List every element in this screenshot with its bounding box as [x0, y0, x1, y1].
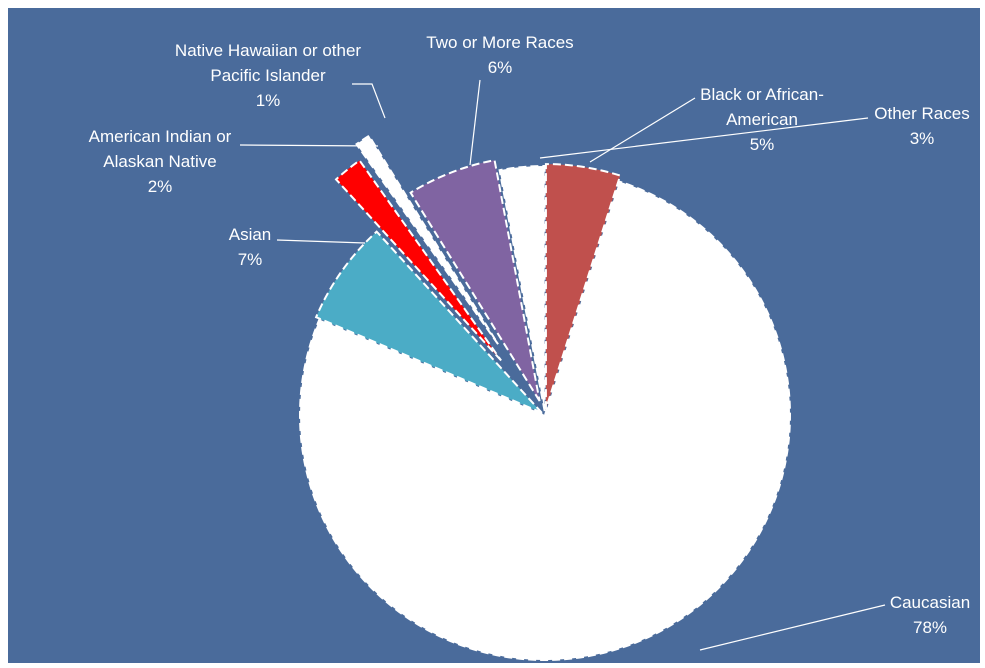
data-label: Caucasian 78% [870, 590, 985, 640]
pie-slice [334, 159, 502, 362]
pie-slice [498, 165, 546, 412]
leader-line [589, 97, 696, 163]
category-label: American Indian or Alaskan Native [88, 127, 232, 171]
category-label: Two or More Races [426, 33, 574, 52]
leader-line [239, 144, 379, 147]
data-label: Other Races 3% [852, 101, 985, 151]
value-label: 1% [255, 91, 281, 110]
category-label: Native Hawaiian or other Pacific Islande… [174, 41, 362, 85]
pie-slice [299, 180, 791, 661]
leader-line [539, 117, 869, 159]
category-label: Asian [228, 225, 272, 244]
pie-slice [544, 163, 622, 410]
leader-line [699, 604, 886, 651]
data-label: Two or More Races 6% [400, 30, 600, 80]
value-label: 3% [909, 129, 935, 148]
pie [299, 134, 791, 661]
value-label: 5% [749, 135, 775, 154]
value-label: 7% [237, 250, 263, 269]
pie-slice [355, 134, 499, 345]
category-label: Black or African-American [700, 85, 824, 129]
value-label: 78% [912, 618, 948, 637]
value-label: 6% [487, 58, 513, 77]
leader-line [469, 79, 481, 166]
data-label: Asian 7% [190, 222, 310, 272]
leader-line [352, 83, 386, 119]
category-label: Other Races [874, 104, 970, 123]
leader-line [276, 239, 366, 244]
data-label: American Indian or Alaskan Native 2% [65, 124, 255, 199]
data-label: Native Hawaiian or other Pacific Islande… [168, 38, 368, 113]
pie-slice [409, 159, 541, 402]
value-label: 2% [147, 177, 173, 196]
pie-slice [314, 230, 543, 414]
category-label: Caucasian [889, 593, 971, 612]
data-label: Black or African-American 5% [677, 82, 847, 157]
